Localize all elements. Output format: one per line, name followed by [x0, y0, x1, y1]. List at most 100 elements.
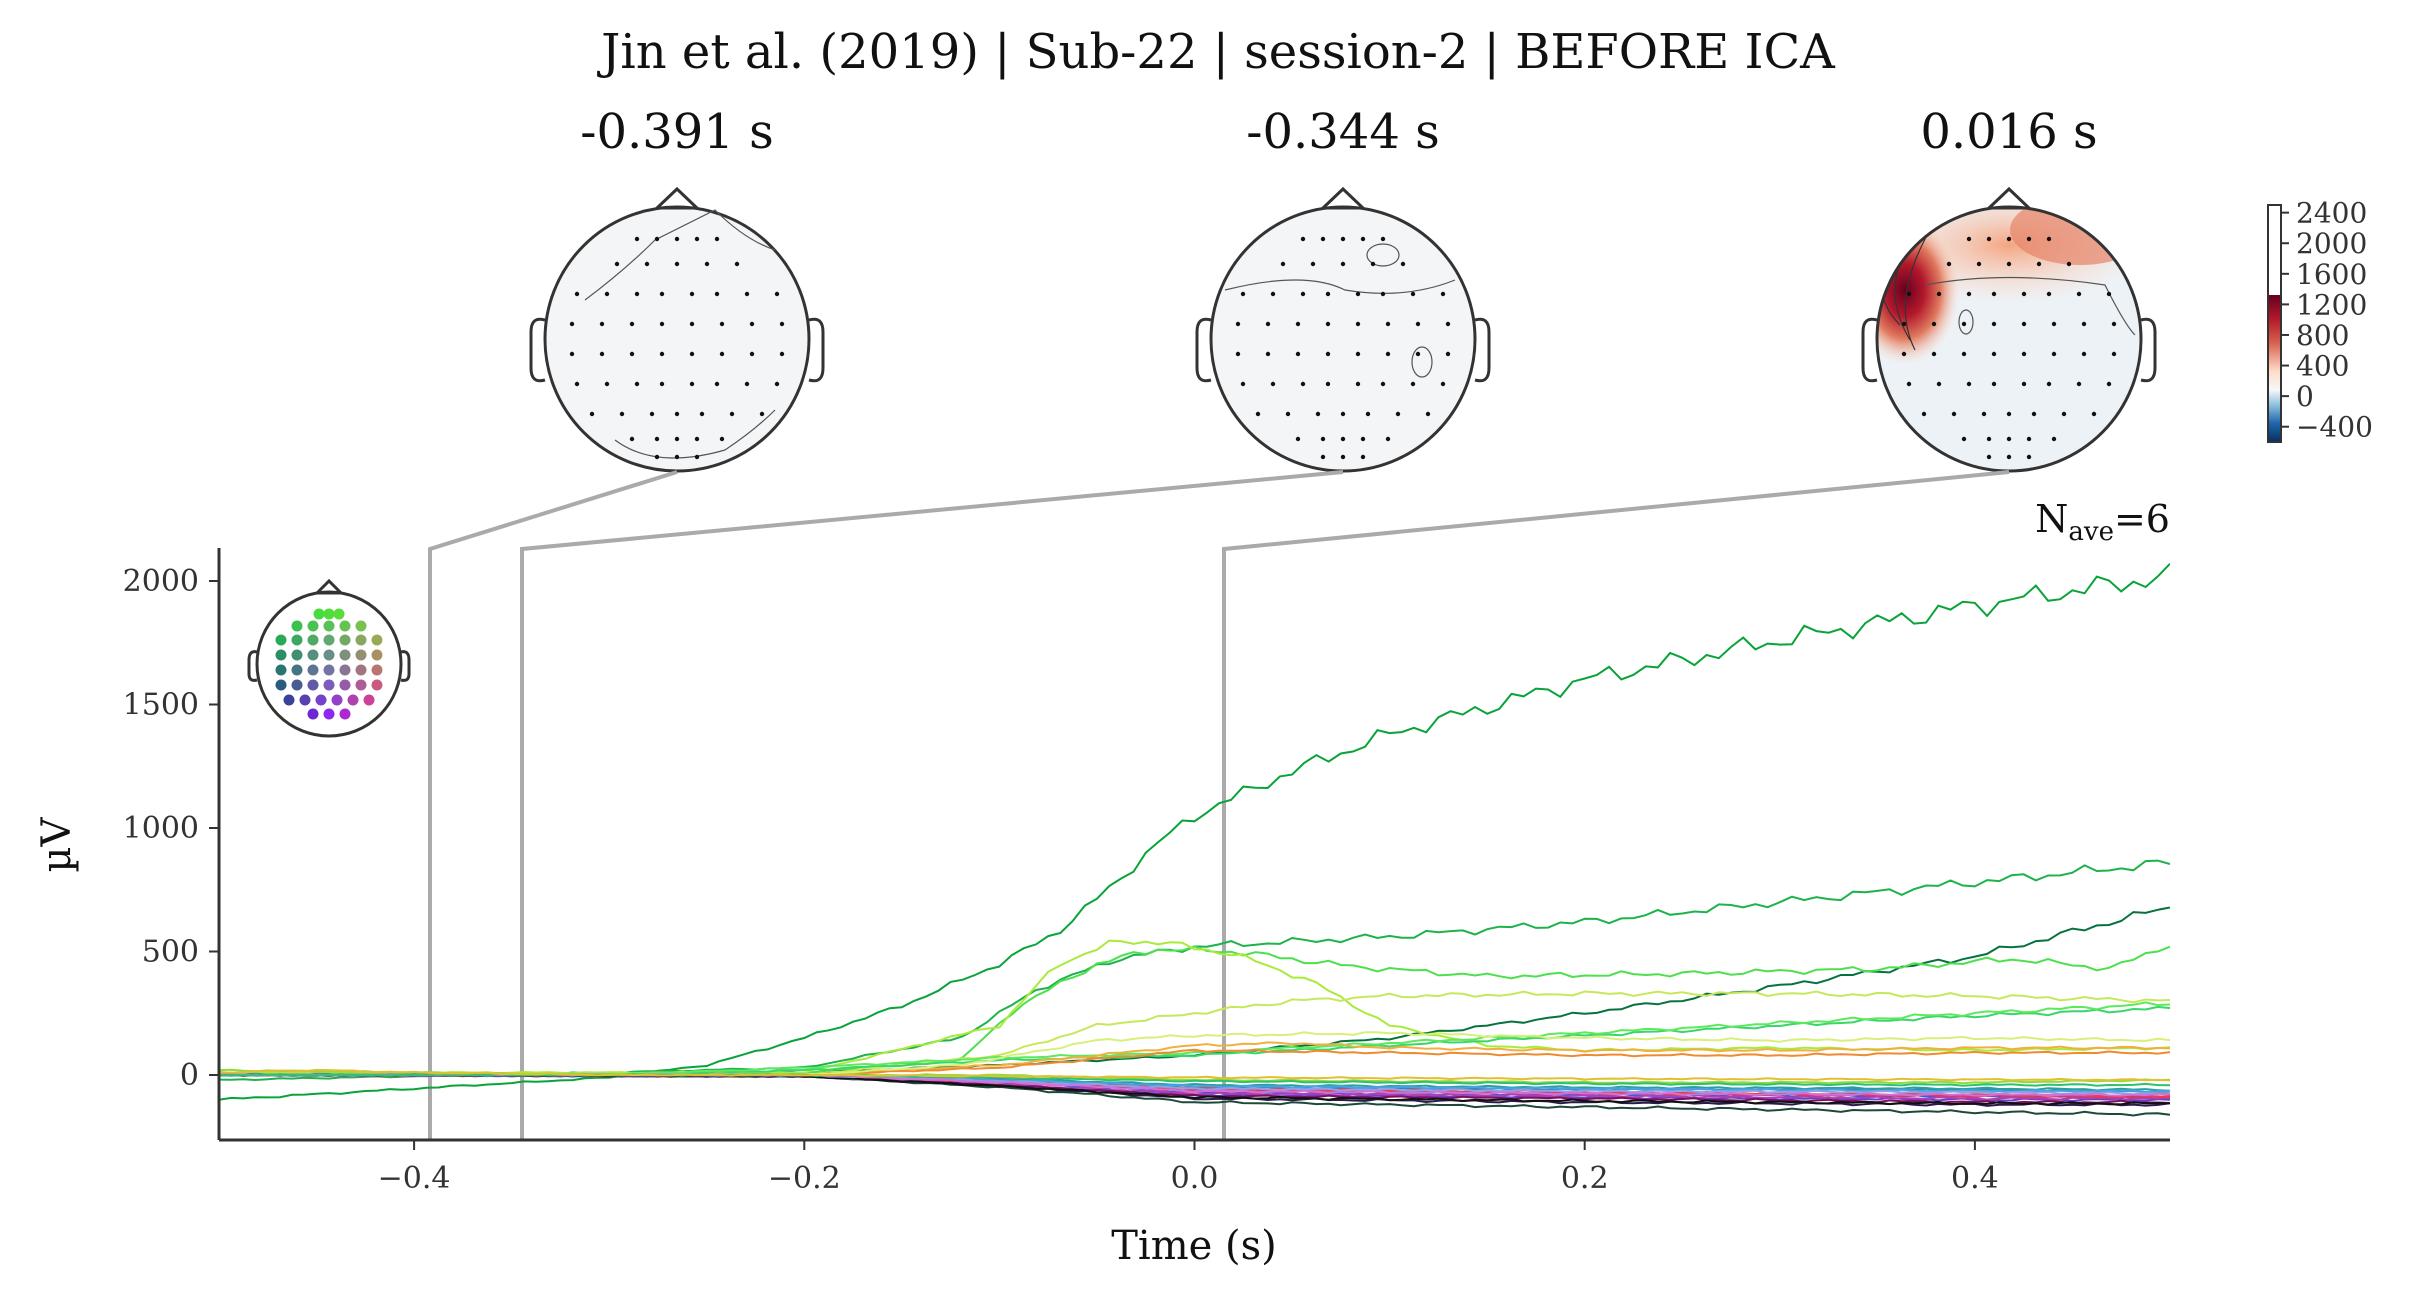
sensor-dot — [1355, 291, 1361, 297]
y-tick-label: 2000 — [123, 564, 199, 599]
inset-sensor-dot — [339, 620, 351, 632]
sensor-dot — [1395, 411, 1401, 417]
y-tick-label: 1500 — [123, 688, 199, 723]
sensor-dot — [604, 291, 610, 297]
inset-sensor-dot — [307, 634, 319, 646]
inset-sensor-dot — [355, 664, 367, 676]
sensor-dot — [574, 291, 580, 297]
sensor-dot — [1976, 261, 1982, 267]
sensor-dot — [1325, 351, 1331, 357]
sensor-dot — [1991, 291, 1997, 297]
sensor-dot — [674, 261, 680, 267]
sensor-dot — [1415, 351, 1421, 357]
sensor-dot — [1986, 436, 1992, 442]
sensor-dot — [1931, 321, 1937, 327]
sensor-dot — [629, 436, 635, 442]
inset-sensor-dot — [339, 649, 351, 661]
sensor-dot — [1440, 381, 1446, 387]
sensor-dot — [1410, 381, 1416, 387]
sensor-dot — [1901, 321, 1907, 327]
colorbar-tick-label: 400 — [2296, 350, 2349, 383]
inset-sensor-dot — [307, 664, 319, 676]
sensor-dot — [2006, 454, 2012, 460]
topomap-title-2: -0.344 s — [1246, 104, 1440, 160]
sensor-dot — [2076, 381, 2082, 387]
colorbar-tick-label: 800 — [2296, 319, 2349, 352]
sensor-dot — [1295, 351, 1301, 357]
sensor-dot — [1385, 351, 1391, 357]
sensor-dot — [2111, 321, 2117, 327]
sensor-dot — [1986, 454, 1992, 460]
sensor-dot — [634, 236, 640, 242]
inset-sensor-dot — [323, 664, 335, 676]
sensor-dot — [2006, 261, 2012, 267]
y-tick-label: 1000 — [123, 811, 199, 846]
inset-sensor-dot — [323, 708, 335, 720]
sensor-dot — [1285, 411, 1291, 417]
sensor-dot — [1255, 411, 1261, 417]
sensor-dot — [1936, 291, 1942, 297]
sensor-dot — [2081, 321, 2087, 327]
sensor-dot — [654, 236, 660, 242]
sensor-dot — [1906, 291, 1912, 297]
inset-sensor-dot — [275, 649, 287, 661]
topomap-1-sensors — [569, 236, 785, 460]
sensor-dot — [744, 291, 750, 297]
topomap-3-sensors — [1901, 236, 2117, 460]
inset-sensor-dot — [323, 634, 335, 646]
sensor-dot — [689, 321, 695, 327]
sensor-dot — [714, 381, 720, 387]
sensor-dot — [1360, 436, 1366, 442]
inset-sensor-dot — [307, 708, 319, 720]
sensor-dot — [1340, 411, 1346, 417]
sensor-dot — [2046, 236, 2052, 242]
sensor-dot — [1380, 236, 1386, 242]
series-line — [219, 563, 2170, 1101]
inset-sensor-dot — [339, 664, 351, 676]
sensor-dot — [1440, 291, 1446, 297]
sensor-dot — [1370, 261, 1376, 267]
x-tick-label: −0.2 — [768, 1161, 841, 1196]
sensor-dot — [1961, 321, 1967, 327]
inset-sensor-dots — [275, 608, 383, 720]
sensor-dot — [654, 436, 660, 442]
inset-sensor-dot — [371, 649, 383, 661]
y-tick-label: 0 — [180, 1058, 199, 1093]
colorbar-tick-label: 1600 — [2296, 258, 2367, 291]
inset-sensor-dot — [333, 608, 345, 620]
sensor-dot — [1400, 261, 1406, 267]
sensor-dot — [1310, 261, 1316, 267]
sensor-dot — [1240, 381, 1246, 387]
sensor-dot — [2076, 291, 2082, 297]
sensor-dot — [1415, 321, 1421, 327]
sensor-dot — [589, 411, 595, 417]
sensor-dot — [1961, 351, 1967, 357]
sensor-dot — [2006, 236, 2012, 242]
sensor-dot — [659, 351, 665, 357]
sensor-dot — [774, 381, 780, 387]
inset-sensor-dot — [323, 679, 335, 691]
sensor-dot — [1295, 436, 1301, 442]
sensor-dot — [674, 411, 680, 417]
colorbar-tick-label: 2400 — [2296, 197, 2367, 230]
sensor-dot — [1325, 291, 1331, 297]
x-tick-label: 0.4 — [1951, 1161, 1999, 1196]
x-tick-label: −0.4 — [378, 1161, 451, 1196]
sensor-dot — [779, 351, 785, 357]
sensor-dot — [689, 351, 695, 357]
sensor-dot — [569, 351, 575, 357]
inset-sensor-dot — [283, 694, 295, 706]
sensor-dot — [779, 321, 785, 327]
inset-sensor-dot — [355, 649, 367, 661]
inset-sensor-dot — [323, 620, 335, 632]
inset-sensor-dot — [339, 634, 351, 646]
topomap-title-1: -0.391 s — [580, 104, 774, 160]
sensor-dot — [694, 454, 700, 460]
topomap-1 — [529, 186, 825, 473]
sensor-dot — [674, 236, 680, 242]
sensor-dot — [634, 291, 640, 297]
inset-sensor-dot — [307, 679, 319, 691]
sensor-dot — [1986, 236, 1992, 242]
sensor-dot — [599, 351, 605, 357]
nave-label: Nave=6 — [2035, 497, 2170, 547]
